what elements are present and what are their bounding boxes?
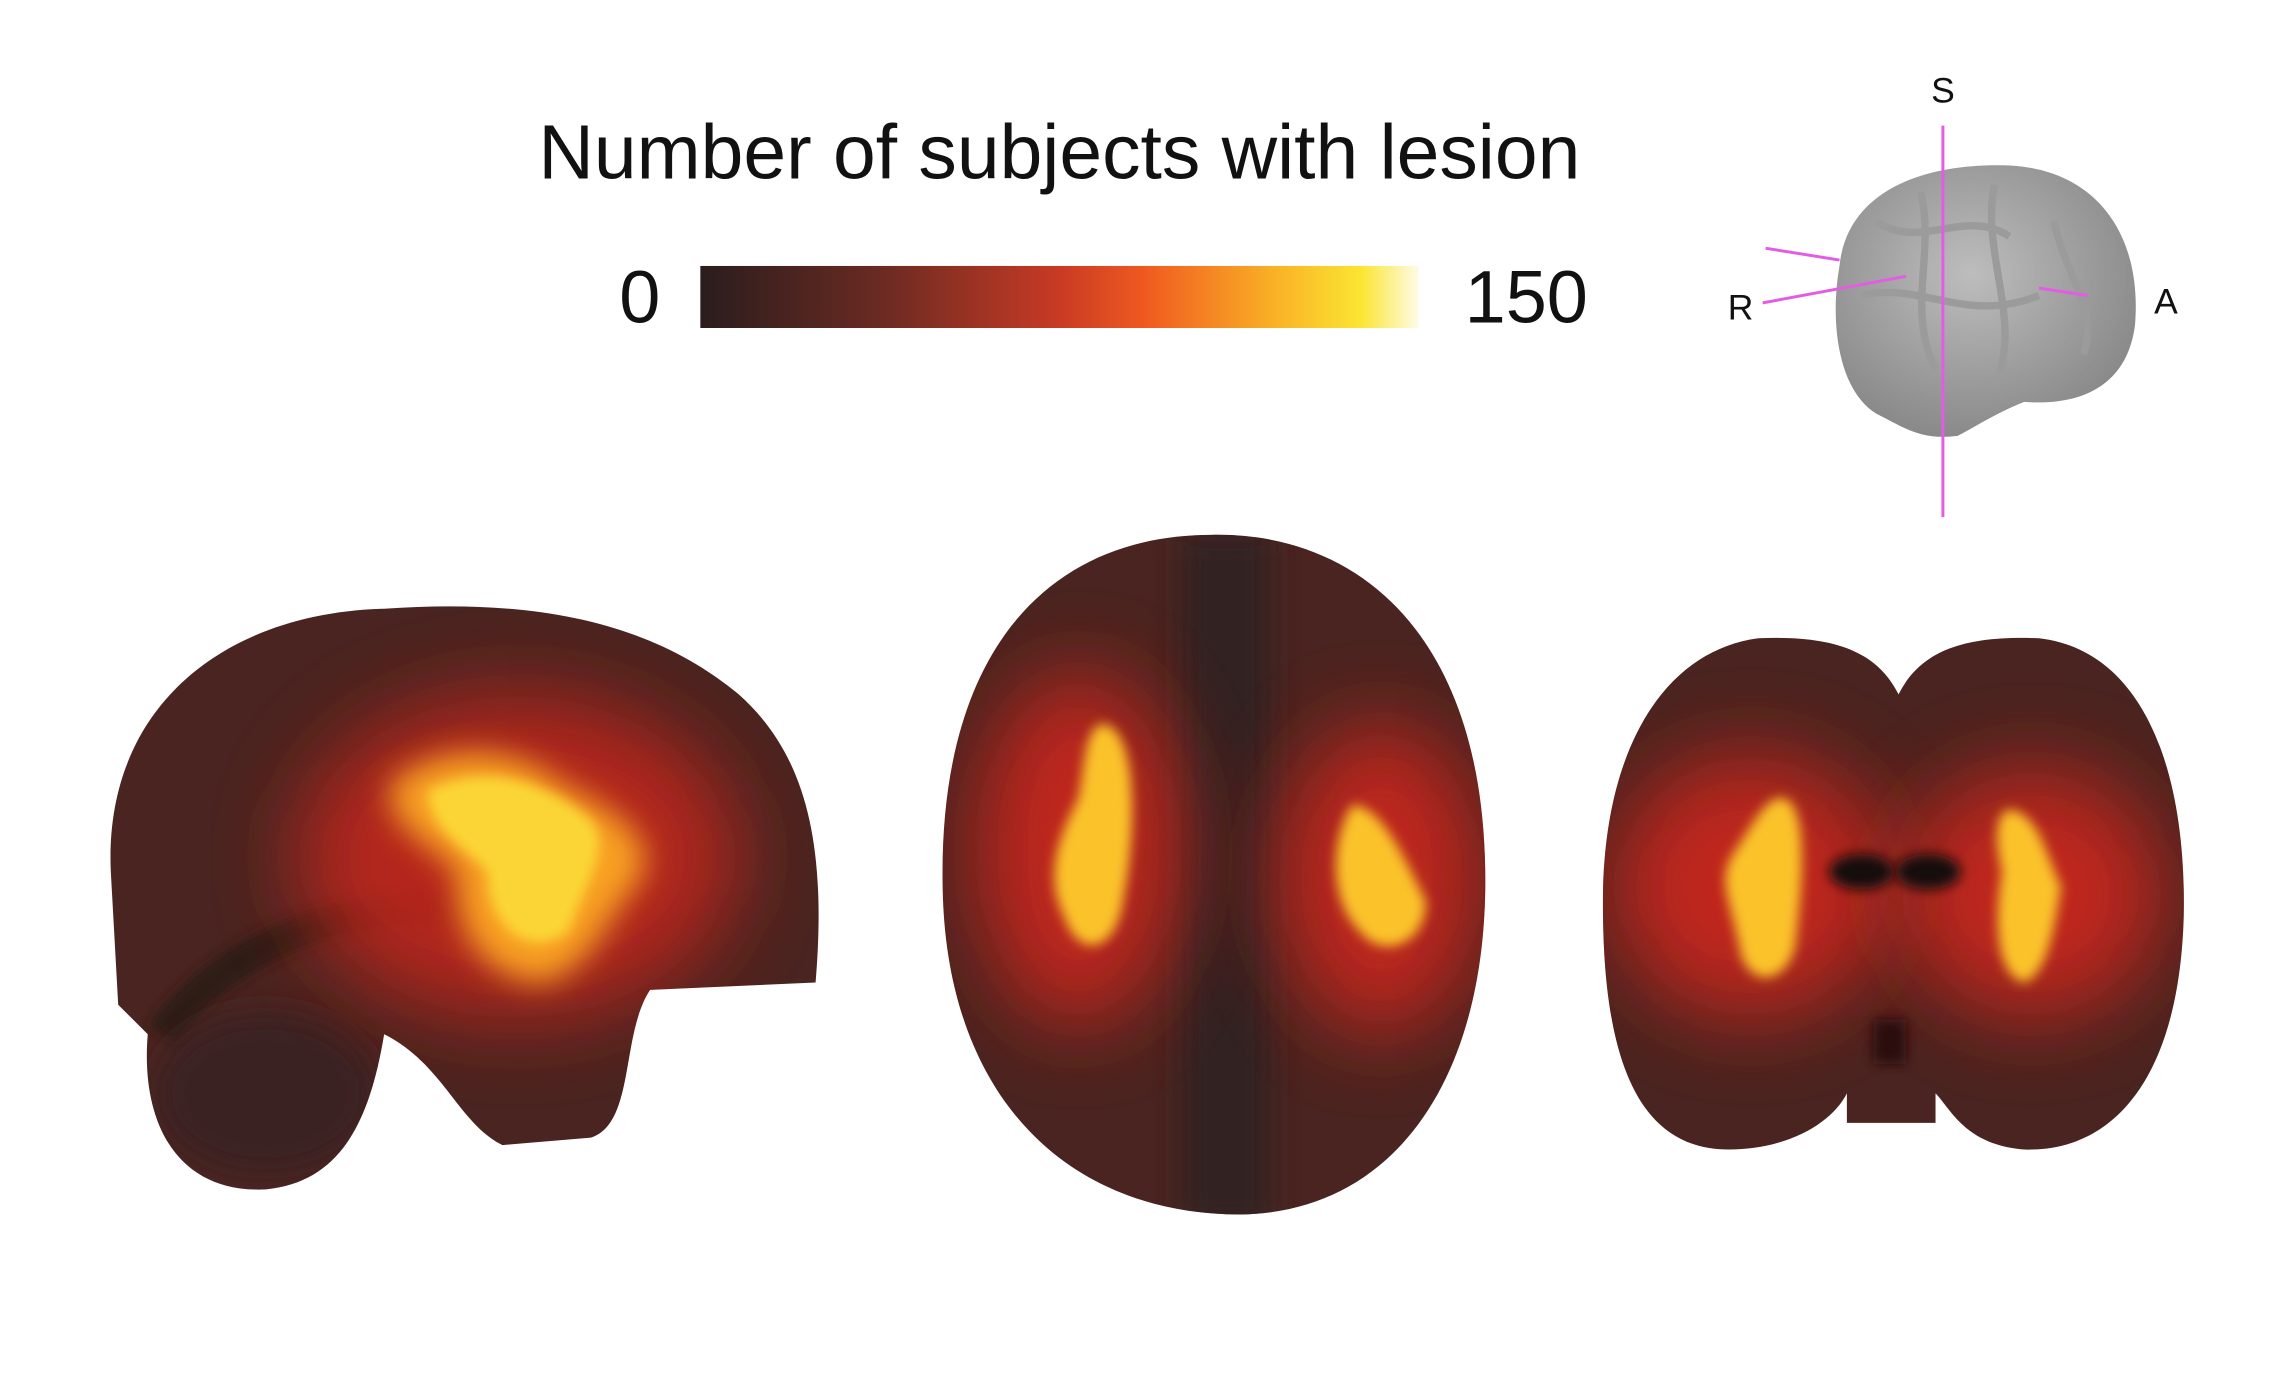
mini-brain xyxy=(1835,165,2136,437)
axis-line xyxy=(2038,286,2088,297)
axis-line xyxy=(1765,246,1840,262)
axis-line xyxy=(1762,274,1907,305)
axial-slice xyxy=(942,534,1486,1215)
legend-max: 150 xyxy=(1465,255,1588,338)
label-anterior: A xyxy=(2154,282,2178,322)
figure-content: Number of subjects with lesion 0 150 S R… xyxy=(110,70,2184,1215)
orientation-brain: S R A xyxy=(1728,70,2178,518)
legend-title: Number of subjects with lesion xyxy=(538,109,1580,195)
label-superior: S xyxy=(1931,70,1955,110)
label-right: R xyxy=(1728,288,1754,328)
sagittal-slice xyxy=(110,606,819,1190)
coronal-slice xyxy=(1602,637,2184,1150)
colorbar xyxy=(700,265,1419,329)
legend-min: 0 xyxy=(619,255,660,338)
